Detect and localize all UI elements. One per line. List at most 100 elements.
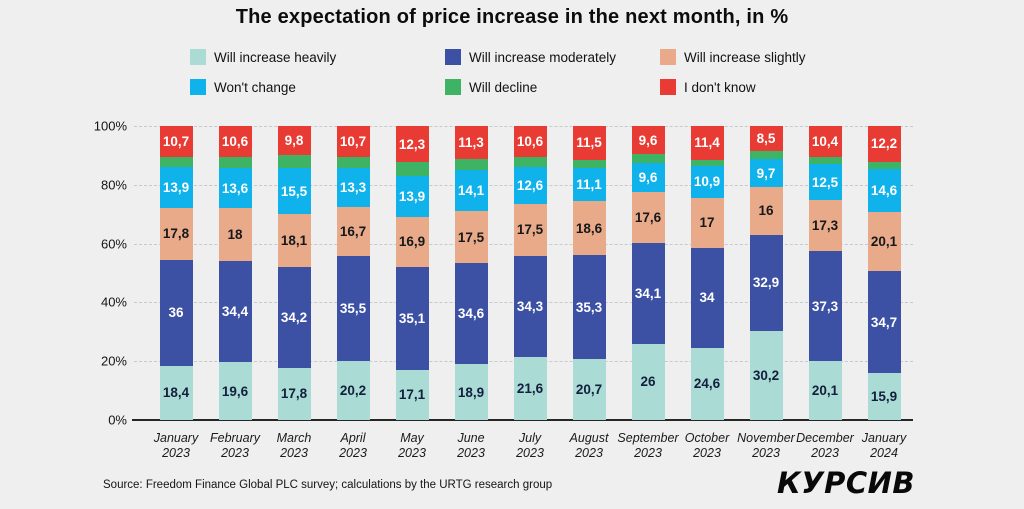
x-axis-label-month: December (796, 431, 854, 445)
bar-value-label: 20,1 (811, 382, 839, 398)
bar-value-label: 12,2 (870, 136, 898, 152)
bar-value-label: 35,5 (339, 300, 367, 316)
bar-segment-will-decline (690, 159, 724, 166)
bar-value-label: 18,4 (162, 385, 190, 401)
x-axis-label-month: March (276, 431, 312, 445)
bar-segment-will-decline (631, 154, 665, 164)
bar-segment-i-don-t-know: 9,6 (631, 126, 665, 155)
bar-value-label: 34,4 (221, 304, 249, 320)
x-axis-label-february-2023: February 2023 (189, 431, 281, 461)
bar-value-label: 13,6 (221, 180, 249, 196)
bar-segment-will-increase-moderately: 37,3 (808, 251, 842, 361)
bar-value-label: 9,6 (638, 132, 658, 148)
bar-segment-i-don-t-know: 8,5 (749, 126, 783, 151)
bar-segment-will-increase-slightly: 16,9 (395, 216, 429, 267)
x-axis-label-month: September (617, 431, 679, 445)
legend-label: I don't know (684, 79, 756, 95)
legend-item-won-t-change: Won't change (190, 79, 296, 95)
bar-april-2023: 20,2 35,5 16,7 13,3 10,7 (336, 126, 370, 420)
legend-swatch-will-increase-slightly (660, 49, 676, 65)
bar-segment-will-increase-heavily: 17,8 (277, 367, 311, 420)
bar-value-label: 16 (758, 203, 774, 219)
bar-segment-will-increase-slightly: 18 (218, 208, 252, 262)
bar-value-label: 17,5 (457, 229, 485, 245)
bar-value-label: 32,9 (752, 275, 780, 291)
legend-item-will-increase-moderately: Will increase moderately (445, 49, 616, 65)
bar-segment-will-increase-slightly: 17,5 (513, 204, 547, 256)
bar-segment-will-decline (513, 157, 547, 168)
x-axis-label-month: August (569, 431, 609, 445)
bar-value-label: 24,6 (693, 376, 721, 392)
bar-segment-will-decline (395, 162, 429, 176)
bar-value-label: 10,4 (811, 133, 839, 149)
bar-value-label: 15,5 (280, 183, 308, 199)
x-axis-label-year: 2024 (870, 446, 898, 460)
bar-value-label: 30,2 (752, 368, 780, 384)
bar-value-label: 12,6 (516, 178, 544, 194)
bar-october-2023: 24,6 34 17 10,9 11,4 (690, 126, 724, 420)
bar-value-label: 10,6 (221, 134, 249, 150)
bar-value-label: 36 (168, 305, 184, 321)
x-axis-label-may-2023: May 2023 (366, 431, 458, 461)
bar-segment-will-increase-heavily: 17,1 (395, 369, 429, 420)
x-axis-label-month: October (684, 431, 730, 445)
y-axis-label-100: 100% (93, 118, 127, 134)
y-axis-label-20: 20% (100, 353, 127, 369)
x-axis-label-june-2023: June 2023 (425, 431, 517, 461)
x-axis-label-year: 2023 (516, 446, 544, 460)
bar-segment-i-don-t-know: 11,5 (572, 126, 606, 160)
bar-segment-will-increase-heavily: 21,6 (513, 356, 547, 420)
bar-segment-will-increase-moderately: 35,5 (336, 256, 370, 361)
bar-segment-i-don-t-know: 10,7 (336, 126, 370, 158)
y-axis-label-0: 0% (108, 412, 127, 428)
x-axis-label-year: 2023 (221, 446, 249, 460)
bar-value-label: 17,6 (634, 209, 662, 225)
x-axis-label-month: November (737, 431, 795, 445)
bar-segment-will-increase-heavily: 15,9 (867, 373, 901, 420)
bar-segment-i-don-t-know: 10,4 (808, 126, 842, 157)
bar-segment-will-increase-moderately: 34,4 (218, 261, 252, 363)
bar-segment-will-increase-slightly: 17,8 (159, 207, 193, 261)
x-axis-label-year: 2023 (162, 446, 190, 460)
bar-segment-will-increase-heavily: 20,7 (572, 359, 606, 420)
bar-value-label: 34 (699, 290, 715, 306)
bar-segment-won-t-change: 12,5 (808, 163, 842, 201)
bar-value-label: 16,7 (339, 224, 367, 240)
bar-value-label: 11,5 (576, 135, 602, 151)
bar-segment-will-increase-moderately: 35,3 (572, 255, 606, 360)
x-axis-label-september-2023: September 2023 (602, 431, 694, 461)
bar-value-label: 21,6 (516, 380, 544, 396)
legend-item-i-don-t-know: I don't know (660, 79, 756, 95)
bar-january-2023: 18,4 36 17,8 13,9 10,7 (159, 126, 193, 420)
x-axis-label-year: 2023 (693, 446, 721, 460)
x-axis-label-march-2023: March 2023 (248, 431, 340, 461)
x-axis-label-year: 2023 (457, 446, 485, 460)
x-axis-label-month: April (340, 431, 366, 445)
bar-segment-will-increase-moderately: 32,9 (749, 234, 783, 332)
bar-segment-will-increase-heavily: 18,4 (159, 365, 193, 420)
bar-value-label: 10,9 (693, 174, 721, 190)
bar-value-label: 10,7 (339, 134, 367, 150)
bar-segment-won-t-change: 13,6 (218, 168, 252, 209)
bar-value-label: 17,1 (398, 387, 426, 403)
bar-december-2023: 20,1 37,3 17,3 12,5 10,4 (808, 126, 842, 420)
bar-segment-i-don-t-know: 9,8 (277, 126, 311, 155)
legend-label: Will decline (469, 79, 538, 95)
bar-value-label: 18 (227, 227, 243, 243)
x-axis-label-month: May (400, 431, 424, 445)
bar-value-label: 13,9 (398, 188, 426, 204)
bar-segment-will-increase-slightly: 17,3 (808, 200, 842, 252)
bar-segment-will-increase-heavily: 20,1 (808, 360, 842, 420)
bar-value-label: 17,8 (162, 226, 190, 242)
legend-label: Will increase moderately (469, 49, 617, 65)
bar-value-label: 18,1 (280, 233, 308, 249)
bar-may-2023: 17,1 35,1 16,9 13,9 12,3 (395, 126, 429, 420)
x-axis-label-august-2023: August 2023 (543, 431, 635, 461)
bar-segment-i-don-t-know: 11,3 (454, 126, 488, 160)
bar-segment-won-t-change: 11,1 (572, 168, 606, 201)
bar-segment-i-don-t-know: 11,4 (690, 126, 724, 160)
bar-segment-will-increase-slightly: 20,1 (867, 212, 901, 272)
legend-swatch-will-increase-moderately (445, 49, 461, 65)
x-axis-label-month: February (209, 431, 261, 445)
bar-segment-will-increase-heavily: 20,2 (336, 360, 370, 420)
